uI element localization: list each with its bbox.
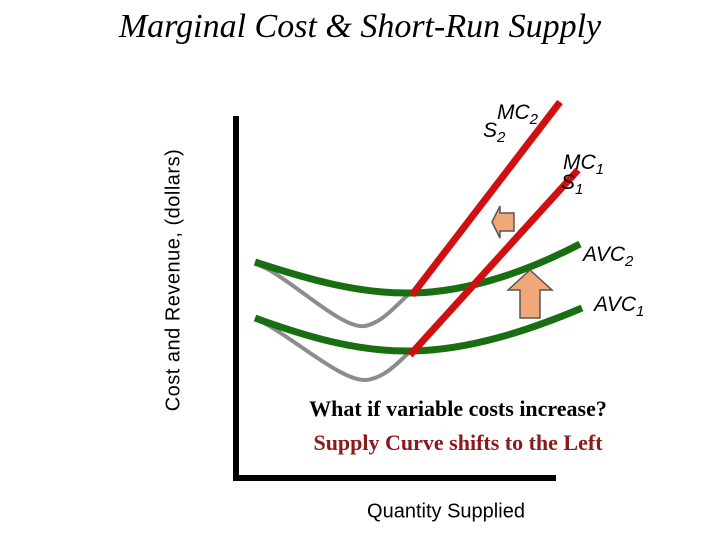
mc2-s2-curve <box>409 99 563 298</box>
shift-up-arrow <box>506 268 554 319</box>
grey-cost-curve-lower <box>254 317 414 383</box>
question-text: What if variable costs increase? <box>309 396 607 421</box>
avc2-label: AVC2 <box>583 243 634 270</box>
s1-label: S1 <box>561 171 584 198</box>
shift-left-arrow <box>491 205 515 239</box>
x-axis-label: Quantity Supplied <box>367 500 525 523</box>
grey-cost-curve-upper <box>254 262 414 329</box>
chart-title: Marginal Cost & Short-Run Supply <box>118 8 602 45</box>
answer-text: Supply Curve shifts to the Left <box>313 430 603 455</box>
mc2-label: MC2 <box>497 101 539 128</box>
avc1-label: AVC1 <box>594 293 645 320</box>
mc1-s1-curve <box>407 167 581 358</box>
mc1-label: MC1 <box>563 151 605 178</box>
s2-label: S2 <box>483 119 506 146</box>
